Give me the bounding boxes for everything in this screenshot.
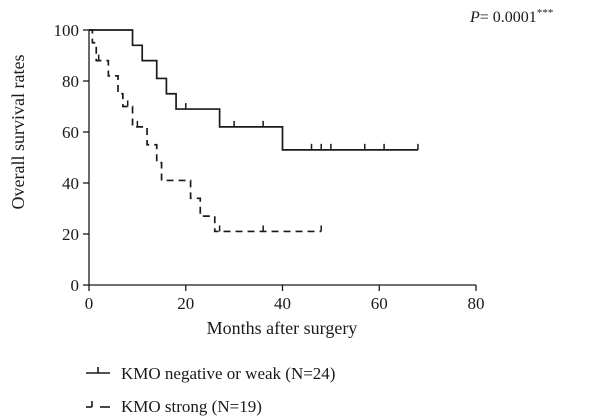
legend-label-kmo-strong: KMO strong (N=19) — [121, 397, 262, 416]
p-label: P — [469, 9, 480, 26]
legend-swatch-solid — [86, 367, 110, 374]
x-tick-label: 40 — [274, 294, 291, 313]
survival-curves — [89, 29, 419, 233]
y-tick-label: 40 — [62, 174, 79, 193]
legend-item-kmo-negative: KMO negative or weak (N=24) — [86, 364, 335, 383]
x-tick-label: 20 — [177, 294, 194, 313]
y-tick-label: 60 — [62, 123, 79, 142]
y-axis-ticks: 0 20 40 60 80 100 — [54, 21, 89, 295]
y-axis-title: Overall survival rates — [8, 55, 28, 210]
legend-label-kmo-negative: KMO negative or weak (N=24) — [121, 364, 335, 383]
x-tick-label: 60 — [371, 294, 388, 313]
significance-stars: *** — [537, 7, 554, 19]
x-tick-label: 0 — [85, 294, 94, 313]
y-tick-label: 80 — [62, 72, 79, 91]
legend-swatch-dashed — [86, 401, 110, 408]
x-axis-ticks: 0 20 40 60 80 — [85, 285, 485, 313]
survival-line-kmo-negative — [89, 29, 418, 151]
x-axis-title: Months after surgery — [207, 318, 358, 338]
series-kmo-strong — [89, 29, 322, 233]
y-tick-label: 100 — [54, 21, 80, 40]
legend: KMO negative or weak (N=24) KMO strong (… — [86, 364, 335, 416]
series-kmo-negative — [89, 29, 419, 151]
y-tick-label: 20 — [62, 225, 79, 244]
x-tick-label: 80 — [468, 294, 485, 313]
legend-item-kmo-strong: KMO strong (N=19) — [86, 397, 262, 416]
p-value: = 0.0001 — [480, 9, 537, 26]
p-value-annotation: P= 0.0001*** — [469, 7, 553, 26]
survival-line-kmo-strong — [89, 29, 322, 233]
y-tick-label: 0 — [71, 276, 80, 295]
